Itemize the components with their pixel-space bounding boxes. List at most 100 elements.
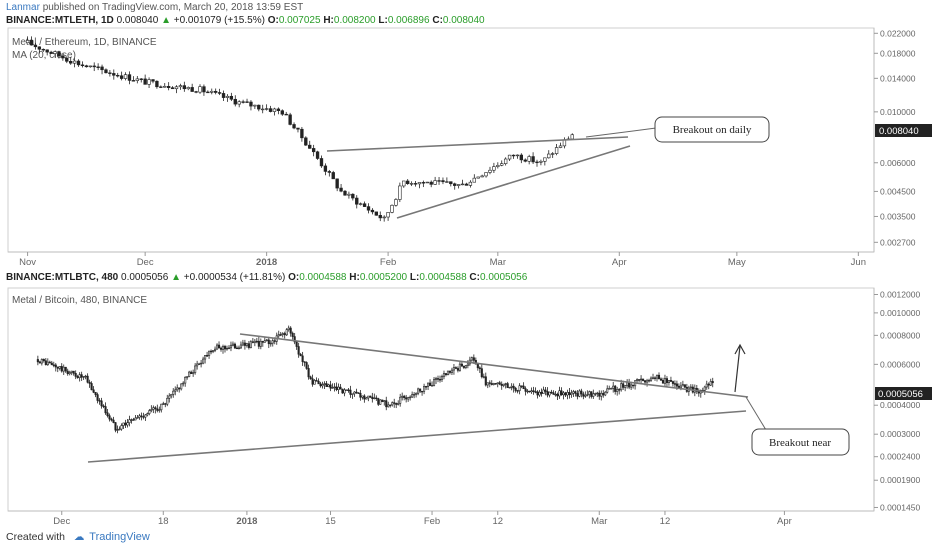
candle-body: [366, 206, 371, 211]
candle-body: [225, 95, 230, 98]
callout-box-btc[interactable]: [751, 428, 850, 456]
candle-body: [640, 378, 643, 381]
y-tick-label: 0.0006000: [880, 359, 920, 369]
candle-body: [123, 74, 128, 79]
candle-body: [184, 376, 187, 384]
candle-body: [325, 383, 328, 387]
candle-body: [327, 384, 330, 387]
y-ticks-eth: 0.022000 0.018000 0.014000 0.010000 0.006000…: [874, 28, 916, 247]
candle-body: [610, 388, 613, 390]
candle-body: [476, 363, 479, 369]
candle-body: [476, 176, 480, 179]
candle-body: [622, 383, 625, 388]
candle-body: [375, 397, 378, 400]
candle-body: [155, 80, 159, 88]
candle-body: [104, 406, 107, 414]
candle-body: [362, 203, 367, 207]
candle-body: [40, 359, 43, 364]
candle-body: [492, 166, 496, 171]
candle-body: [592, 393, 595, 397]
candle-body: [472, 177, 476, 183]
candle-body: [301, 355, 304, 362]
candle-body: [227, 347, 231, 349]
candle-body: [124, 422, 127, 426]
candle-body: [289, 327, 292, 334]
candle-body: [544, 389, 547, 392]
published-line: Lanmar published on TradingView.com, Mar…: [6, 2, 303, 13]
candle-body: [233, 98, 237, 105]
candle-body: [313, 380, 316, 385]
y-tick-label: 0.018000: [880, 48, 916, 58]
candle-body: [92, 65, 96, 68]
y-ticks-btc: 0.0012000 0.0010000 0.0008000 0.0006000 0.00…: [874, 290, 920, 512]
candle-body: [58, 366, 61, 369]
indicator-label: MA (20, close): [12, 50, 76, 61]
candle-body: [391, 402, 394, 406]
candle-body: [76, 60, 81, 66]
last-price: 0.008040: [116, 15, 159, 26]
candle-body: [174, 86, 179, 90]
candle-body: [221, 346, 225, 350]
candle-body: [305, 362, 308, 369]
candle-body: [213, 348, 217, 351]
support-trendline-eth[interactable]: [396, 145, 631, 219]
candle-body: [470, 357, 473, 361]
candle-body: [651, 377, 655, 379]
candle-body: [647, 379, 651, 382]
candle-body: [265, 339, 268, 342]
candle-body: [253, 104, 257, 107]
resistance-trendline-eth[interactable]: [326, 136, 629, 152]
candle-body: [98, 400, 101, 402]
candle-body: [436, 378, 440, 380]
candle-body: [56, 366, 59, 369]
candle-body: [371, 396, 374, 399]
candle-body: [210, 90, 214, 93]
candle-body: [174, 389, 177, 392]
tradingview-link[interactable]: TradingView: [89, 531, 150, 543]
candle-body: [57, 51, 61, 57]
y-tick-label: 0.010000: [880, 107, 916, 117]
candle-body: [168, 395, 171, 399]
candle-body: [112, 419, 115, 423]
candle-body: [429, 181, 433, 185]
candle-body: [398, 185, 402, 200]
candle-body: [108, 415, 111, 420]
author-link[interactable]: Lanmar: [6, 2, 40, 13]
candle-body: [261, 108, 265, 111]
candle-body: [612, 385, 615, 389]
candle-body: [317, 380, 320, 385]
support-trendline-btc[interactable]: [87, 410, 747, 463]
callout-box-eth[interactable]: [654, 116, 770, 143]
candle-body: [283, 333, 286, 336]
candle-body: [182, 85, 187, 90]
symbol-line-btc: BINANCE:MTLBTC, 480 0.0005056 ▲ +0.00005…: [6, 272, 528, 283]
x-tick-label: Apr: [612, 257, 627, 268]
candle-body: [520, 385, 523, 387]
candle-body: [425, 386, 428, 388]
candle-body: [456, 184, 461, 186]
candle-body: [445, 181, 449, 183]
candle-body: [331, 172, 335, 180]
candle-body: [341, 388, 344, 394]
candle-body: [417, 388, 420, 394]
candle-body: [379, 399, 382, 405]
candle-body: [131, 80, 136, 82]
candle-body: [494, 383, 497, 385]
candle-body: [395, 403, 398, 405]
candle-body: [484, 172, 488, 177]
candle-body: [460, 183, 465, 186]
candle-body: [608, 388, 611, 390]
last-price-tag-btc: [875, 387, 932, 400]
resistance-trendline-btc[interactable]: [239, 333, 749, 398]
candle-body: [531, 156, 535, 163]
candle-body: [357, 392, 360, 394]
candle-body: [96, 66, 100, 68]
candle-body: [474, 360, 477, 365]
candle-body: [347, 193, 351, 196]
candle-body: [299, 353, 302, 357]
candle-body: [339, 386, 342, 390]
candle-body: [369, 395, 372, 398]
y-tick-label: 0.0008000: [880, 330, 920, 340]
candle-body: [102, 405, 105, 407]
